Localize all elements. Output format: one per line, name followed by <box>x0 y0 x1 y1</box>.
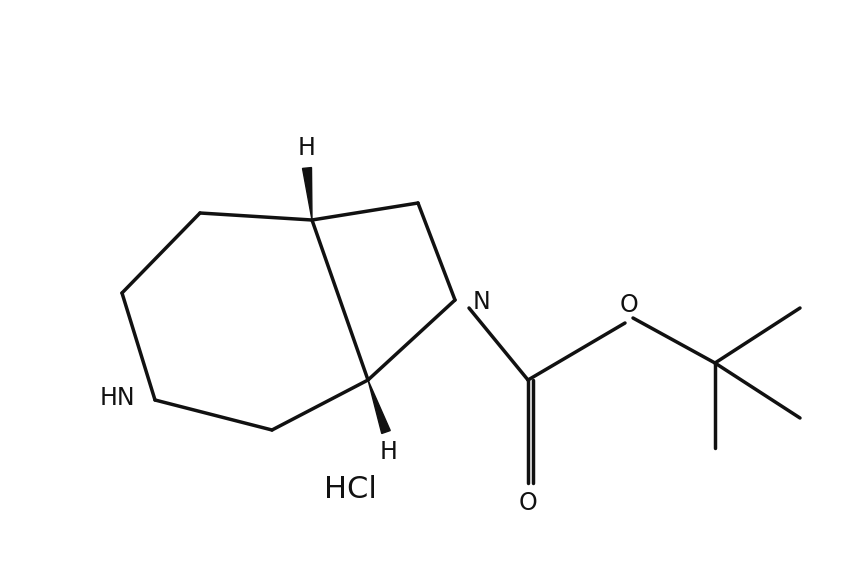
Text: O: O <box>518 491 537 515</box>
Polygon shape <box>368 380 390 434</box>
Polygon shape <box>303 168 312 220</box>
Text: H: H <box>298 136 316 160</box>
Text: HN: HN <box>100 386 135 410</box>
Text: H: H <box>380 440 398 464</box>
Text: O: O <box>619 293 638 317</box>
Text: HCl: HCl <box>323 476 377 505</box>
Text: N: N <box>473 290 491 314</box>
